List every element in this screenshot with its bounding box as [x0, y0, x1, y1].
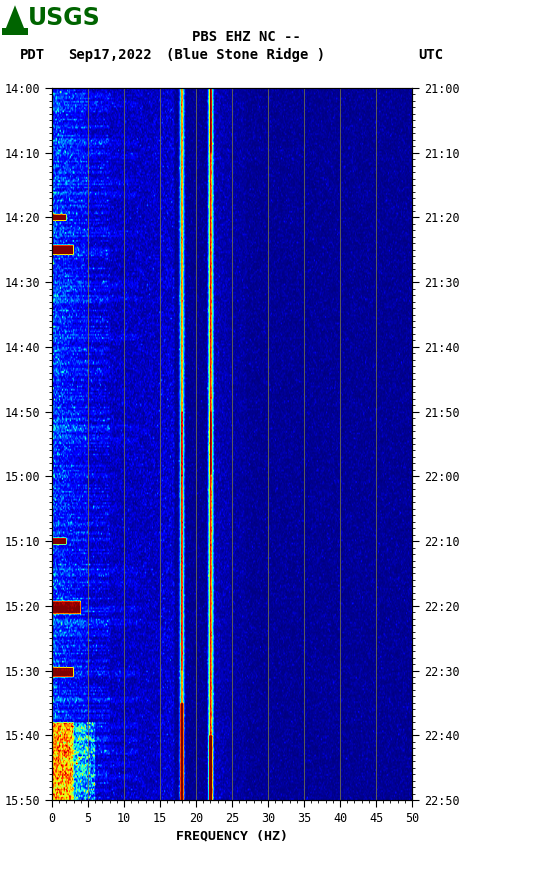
Bar [2, 28, 28, 35]
Text: PDT: PDT [20, 48, 45, 62]
Text: USGS: USGS [28, 6, 101, 30]
X-axis label: FREQUENCY (HZ): FREQUENCY (HZ) [176, 829, 288, 842]
Text: Sep17,2022: Sep17,2022 [68, 48, 152, 62]
Polygon shape [4, 5, 25, 31]
Text: PBS EHZ NC --: PBS EHZ NC -- [192, 30, 300, 44]
Text: (Blue Stone Ridge ): (Blue Stone Ridge ) [167, 48, 326, 63]
Text: UTC: UTC [418, 48, 443, 62]
